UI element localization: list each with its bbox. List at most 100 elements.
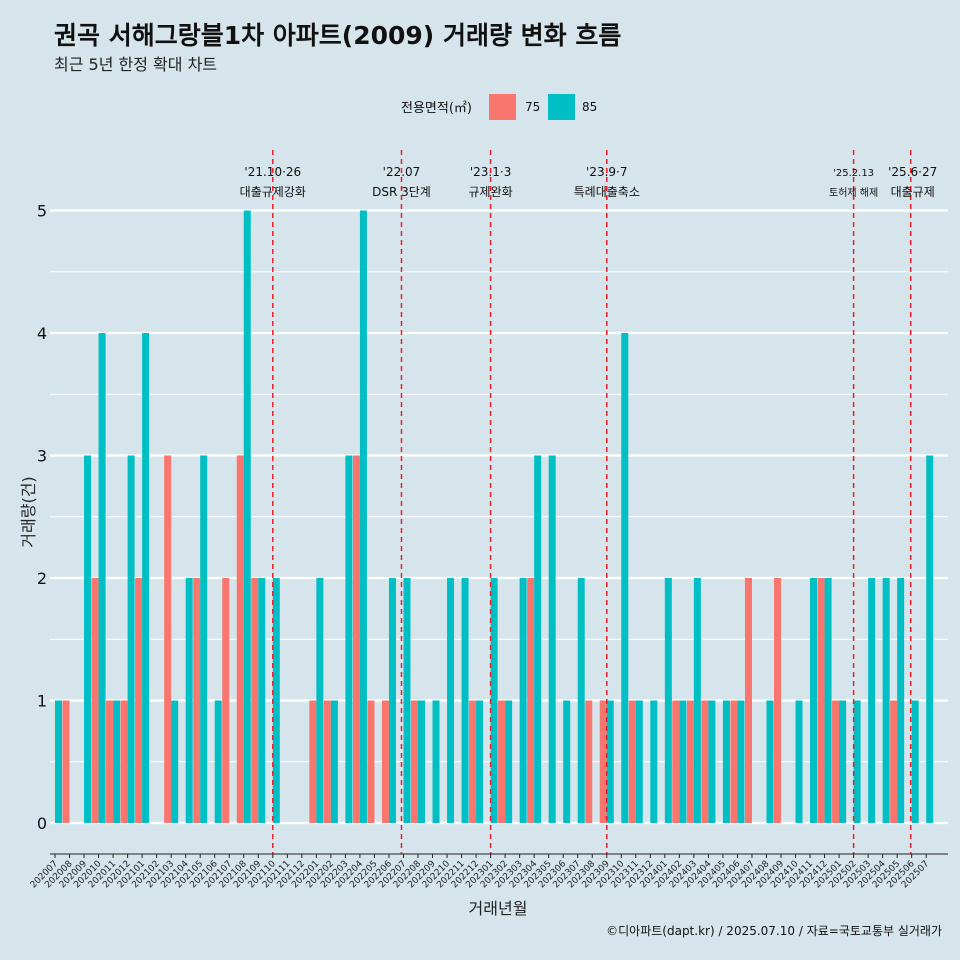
- bar-75-202008: [62, 700, 70, 823]
- bar-85-202302: [505, 700, 513, 823]
- legend-swatch-85: [548, 94, 575, 120]
- bar-75-202105: [193, 578, 201, 823]
- bar-75-202308: [585, 700, 593, 823]
- event-date: '25.6·27: [888, 165, 937, 179]
- bar-75-202012: [120, 700, 128, 823]
- bar-75-202205: [367, 700, 375, 823]
- bar-85-202411: [810, 578, 818, 823]
- event-label: 규제완화: [469, 185, 513, 199]
- bar-85-202101: [142, 333, 150, 823]
- event-date: '23.1·3: [470, 165, 511, 179]
- bar-85-202307: [577, 578, 585, 823]
- bar-85-202201: [316, 578, 324, 823]
- bar-75-202101: [135, 578, 143, 823]
- bar-85-202311: [635, 700, 643, 823]
- bar-85-202211: [461, 578, 469, 823]
- event-label: 토허제 해제: [829, 186, 878, 199]
- bar-85-202203: [345, 455, 353, 823]
- bar-75-202309: [599, 700, 607, 823]
- bar-85-202405: [722, 700, 730, 823]
- bar-85-202208: [418, 700, 425, 823]
- event-date: '21.10·26: [244, 165, 301, 179]
- bar-85-202010: [98, 333, 106, 823]
- bar-85-202212: [476, 700, 484, 823]
- bar-85-202209: [432, 700, 440, 823]
- bar-85-202007: [55, 700, 62, 823]
- bar-85-202303: [519, 578, 527, 823]
- bar-85-202404: [708, 700, 716, 823]
- bar-75-202208: [411, 700, 418, 823]
- caption: ©디아파트(dapt.kr) / 2025.07.10 / 자료=국토교통부 실…: [606, 924, 942, 938]
- y-tick-label: 4: [37, 324, 47, 343]
- bar-75-202412: [817, 578, 825, 823]
- bar-75-202406: [730, 700, 738, 823]
- bar-85-202207: [403, 578, 411, 823]
- bar-85-202309: [606, 700, 614, 823]
- bar-75-202010: [91, 578, 99, 823]
- bar-75-202304: [527, 578, 535, 823]
- event-label: DSR 3단계: [372, 185, 431, 199]
- y-tick-label: 3: [37, 447, 47, 466]
- bar-85-202403: [693, 578, 701, 823]
- bar-75-202109: [251, 578, 259, 823]
- bar-85-202012: [127, 455, 135, 823]
- bar-75-202108: [236, 455, 244, 823]
- y-tick-label: 5: [37, 202, 47, 221]
- legend-label-85: 85: [582, 100, 597, 114]
- bar-85-202408: [766, 700, 774, 823]
- x-axis: 2020072020082020092020102020112020122021…: [29, 853, 948, 890]
- bar-85-202304: [534, 455, 542, 823]
- bar-85-202504: [882, 578, 890, 823]
- legend-title: 전용면적(㎡): [401, 101, 472, 116]
- bar-85-202110: [272, 578, 280, 823]
- bar-75-202402: [672, 700, 680, 823]
- bar-85-202502: [853, 700, 861, 823]
- bar-85-202406: [737, 700, 745, 823]
- bar-85-202410: [795, 700, 803, 823]
- bar-85-202206: [388, 578, 396, 823]
- event-date: '22.07: [383, 165, 421, 179]
- legend: 전용면적(㎡) 75 85: [401, 94, 597, 120]
- bar-85-202210: [447, 578, 455, 823]
- bar-85-202312: [650, 700, 658, 823]
- bar-85-202202: [330, 700, 338, 823]
- bar-85-202204: [359, 210, 367, 823]
- bar-75-202206: [381, 700, 389, 823]
- event-label: 대출규제강화: [240, 185, 306, 199]
- bar-75-202107: [222, 578, 230, 823]
- bar-75-202407: [744, 578, 752, 823]
- bar-85-202501: [839, 700, 847, 823]
- chart-subtitle: 최근 5년 한정 확대 차트: [54, 55, 217, 74]
- event-date: '25.2.13: [833, 168, 874, 179]
- bar-75-202403: [686, 700, 694, 823]
- legend-label-75: 75: [525, 100, 540, 114]
- bar-85-202402: [679, 700, 687, 823]
- bar-75-202204: [352, 455, 360, 823]
- y-tick-label: 0: [37, 814, 47, 833]
- bar-85-202301: [490, 578, 498, 823]
- bar-85-202310: [621, 333, 629, 823]
- y-axis: 0 1 2 3 4 5: [37, 202, 47, 834]
- bar-85-202305: [548, 455, 556, 823]
- event-label: 특례대출축소: [574, 185, 640, 199]
- bar-85-202401: [664, 578, 672, 823]
- bar-85-202104: [185, 578, 193, 823]
- bar-75-202201: [309, 700, 317, 823]
- y-tick-label: 2: [37, 569, 47, 588]
- bar-85-202105: [200, 455, 208, 823]
- bar-85-202108: [243, 210, 251, 823]
- legend-swatch-75: [489, 94, 516, 120]
- bar-75-202409: [774, 578, 781, 823]
- bar-85-202103: [171, 700, 179, 823]
- bar-75-202501: [832, 700, 840, 823]
- bar-85-202505: [897, 578, 905, 823]
- chart-title: 권곡 서해그랑블1차 아파트(2009) 거래량 변화 흐름: [54, 21, 621, 50]
- x-axis-title: 거래년월: [469, 899, 528, 918]
- event-label: 대출규제: [891, 185, 935, 199]
- bar-85-202109: [258, 578, 266, 823]
- y-tick-label: 1: [37, 692, 47, 711]
- bar-85-202503: [868, 578, 876, 823]
- bar-85-202306: [563, 700, 571, 823]
- bar-75-202202: [323, 700, 331, 823]
- bar-75-202302: [498, 700, 506, 823]
